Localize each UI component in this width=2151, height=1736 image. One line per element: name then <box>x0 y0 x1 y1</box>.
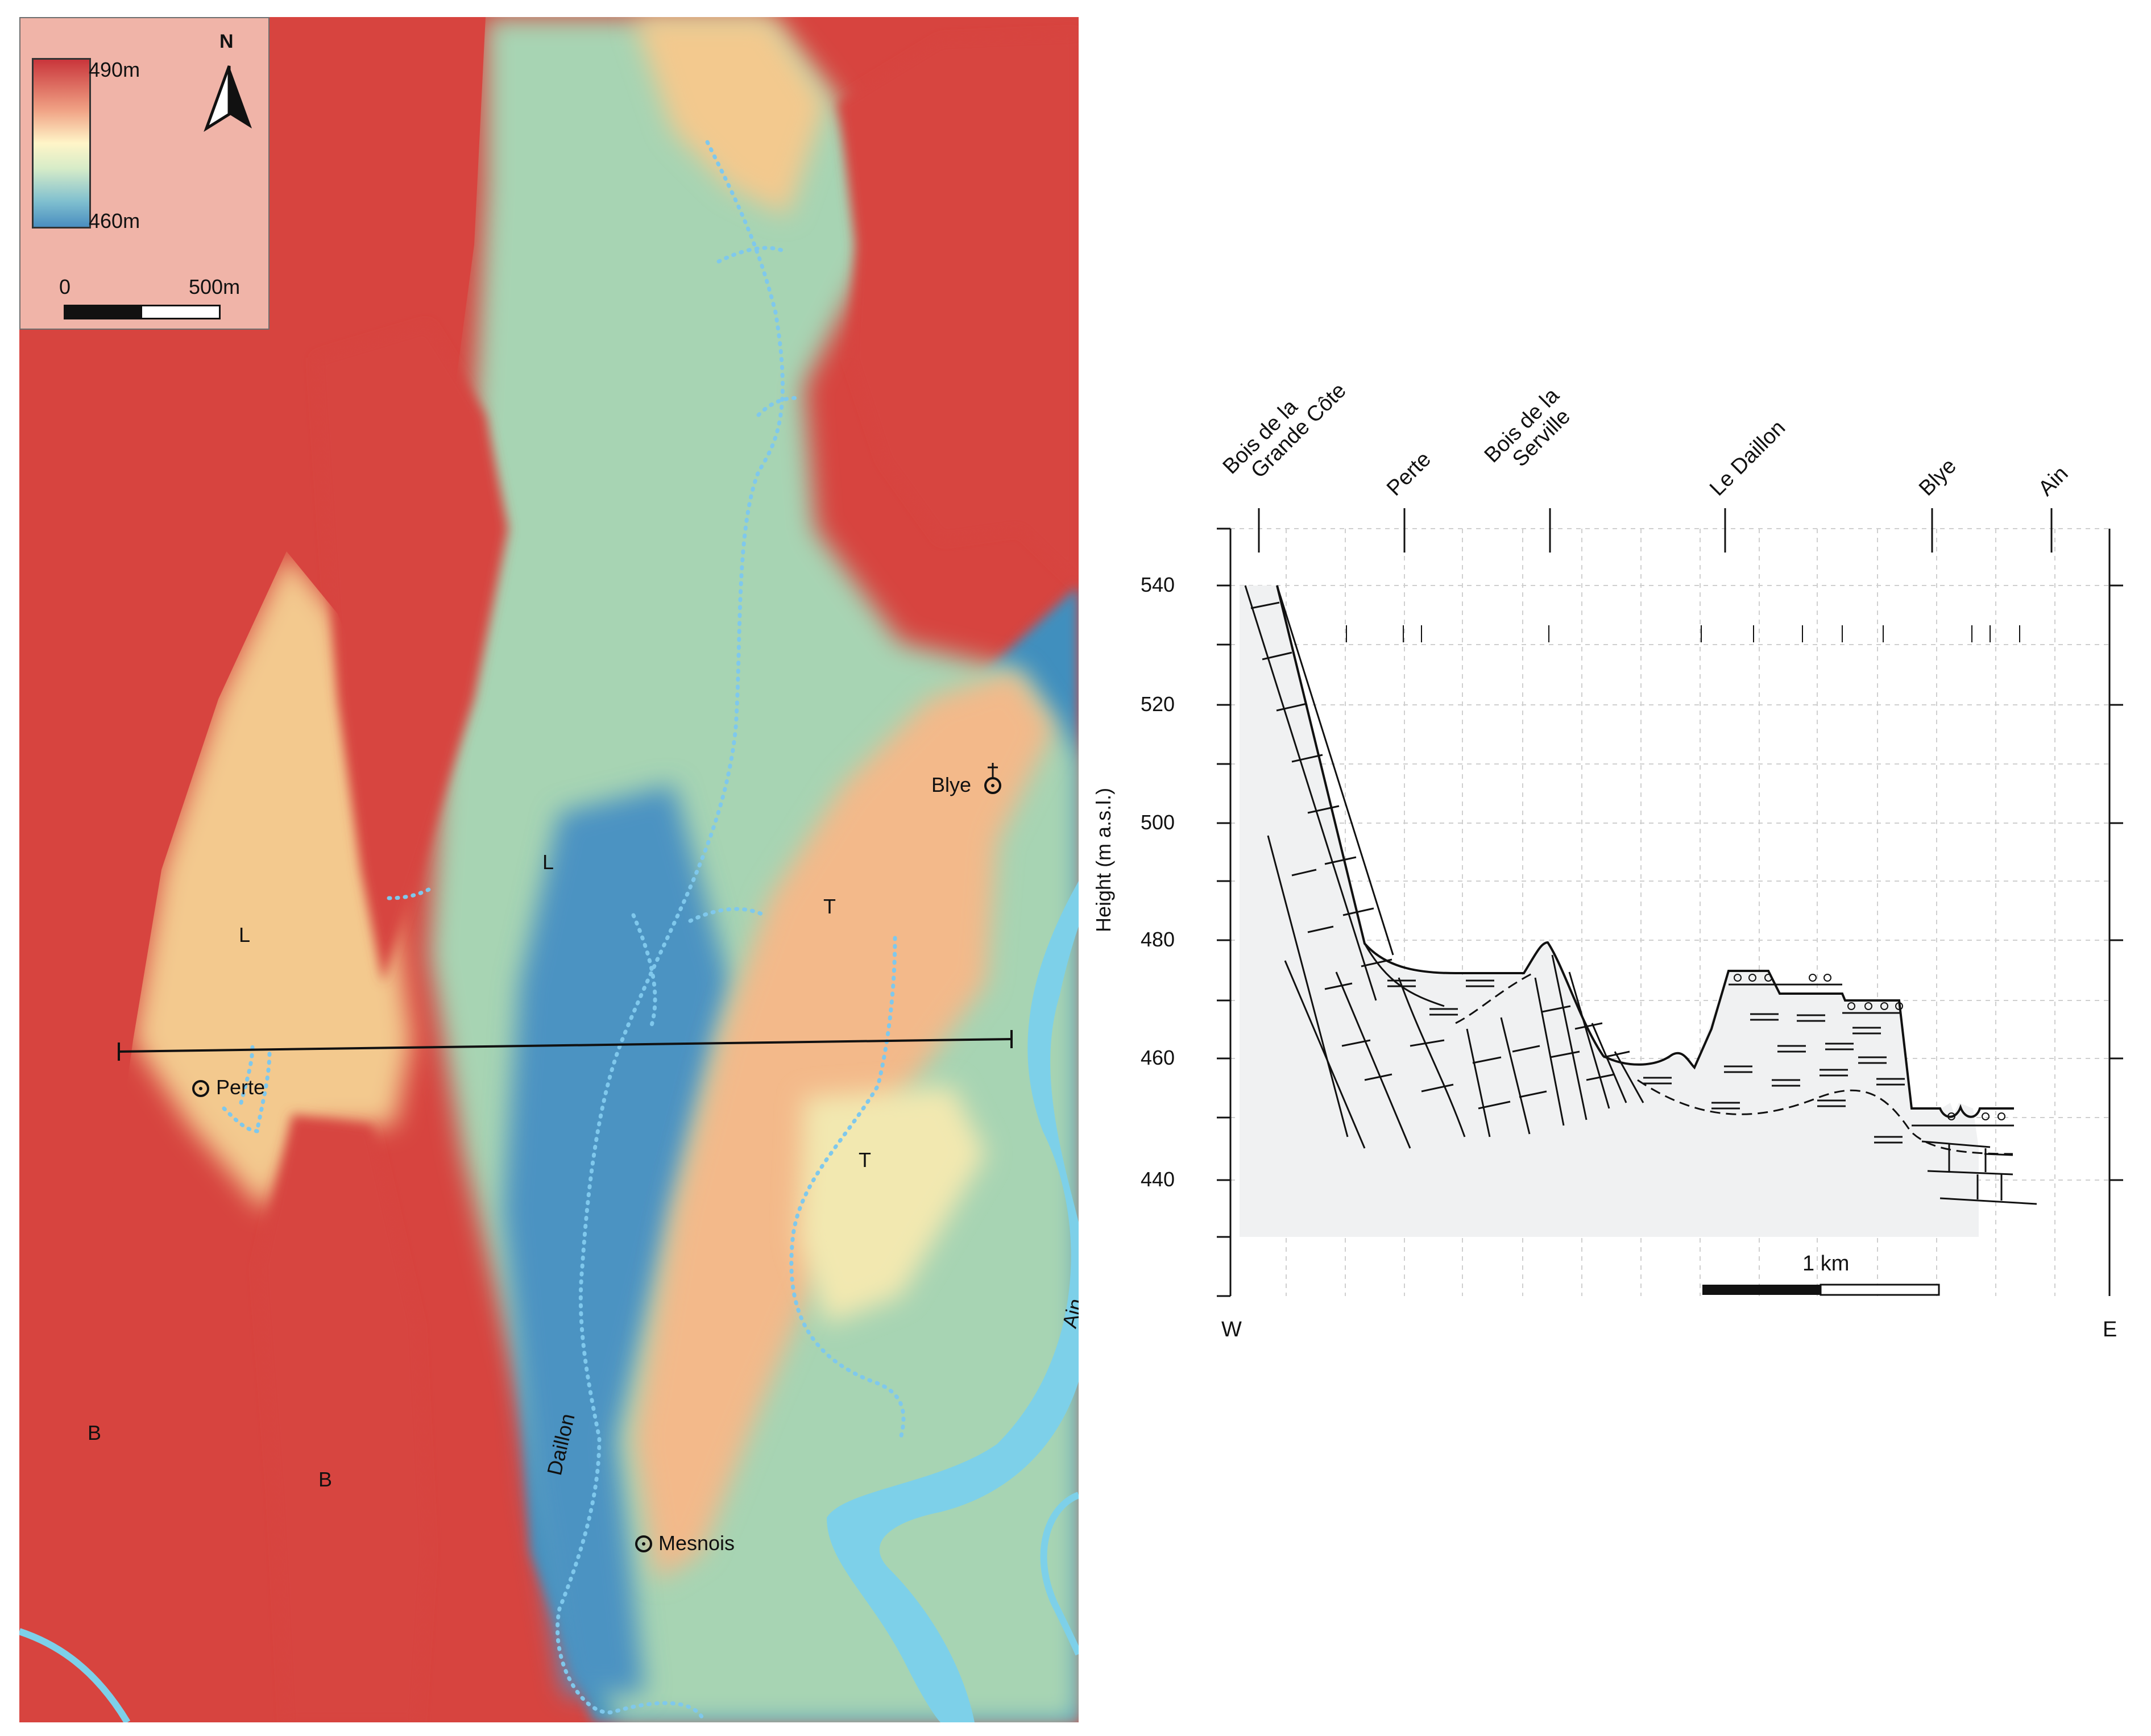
section-scale-label: 1 km <box>1802 1252 1850 1276</box>
terrain-ridge-island <box>315 324 508 983</box>
unit-label-t-east-lower: T <box>859 1148 871 1172</box>
sediment-dashes <box>1387 979 1905 1144</box>
place-label-perte: Perte <box>216 1075 266 1099</box>
cross-section-canvas <box>1217 508 2123 1297</box>
dashed-base <box>1455 971 1536 1024</box>
legend-max-label: 490m <box>89 58 140 81</box>
elevation-map: 490m 460m N 0 500m L L T T B B Blye Pert… <box>19 17 1079 1722</box>
ain-river <box>827 881 1079 1722</box>
west-label: W <box>1221 1318 1242 1342</box>
unit-label-b-west: B <box>88 1421 102 1444</box>
unit-label-l-west: L <box>239 923 251 946</box>
dotted-streams <box>222 140 906 1719</box>
unit-label-t-east-upper: T <box>823 895 836 918</box>
sw-stream <box>19 1628 131 1722</box>
scale-bar <box>64 305 221 319</box>
place-marker-blye <box>984 763 1001 794</box>
terrain-hill-ne <box>838 34 1079 585</box>
terrain-terrace-t-light <box>798 1086 986 1324</box>
legend-min-label: 460m <box>89 209 140 232</box>
unit-label-b-middle: B <box>318 1468 333 1491</box>
north-arrow-icon <box>204 65 252 132</box>
map-legend: 490m 460m N 0 500m <box>19 17 270 330</box>
gravel-symbols <box>1734 974 2005 1120</box>
elevation-ramp <box>32 58 91 229</box>
limestone-beds-west <box>1244 585 1411 1149</box>
y-tick-440: 440 <box>1141 1168 1175 1191</box>
y-tick-520: 520 <box>1141 692 1175 716</box>
east-label: E <box>2103 1318 2117 1342</box>
y-tick-540: 540 <box>1141 573 1175 596</box>
section-body <box>1240 585 1979 1237</box>
scale-start-label: 0 <box>59 275 71 298</box>
sample-markers <box>1346 625 2020 642</box>
scale-end-label: 500m <box>189 275 241 298</box>
site-ticks <box>1258 508 2053 553</box>
place-marker-mesnois <box>635 1535 652 1552</box>
surface-profile <box>1276 585 2014 1118</box>
section-line <box>118 1038 1012 1053</box>
terrain-valley-floor <box>503 784 730 1694</box>
terrain-north-valley <box>633 17 827 216</box>
cross-section: Bois de la Grande Côte Perte Bois de la … <box>1080 341 2138 1364</box>
limestone-beds-serville <box>1398 954 1644 1137</box>
scale-bar-white <box>1820 1284 1940 1296</box>
north-label: N <box>219 31 234 52</box>
place-label-blye: Blye <box>931 773 972 796</box>
y-axis-label: Height (m a.s.l.) <box>1092 787 1115 932</box>
scale-bar-black <box>1702 1285 1821 1295</box>
place-marker-perte <box>192 1080 209 1097</box>
y-tick-480: 480 <box>1141 928 1175 951</box>
place-label-mesnois: Mesnois <box>658 1531 735 1555</box>
bedrock-east <box>1921 1140 2037 1205</box>
unit-label-l-center: L <box>542 850 554 874</box>
buried-channel <box>1637 1079 2013 1155</box>
ain-side-channel <box>1040 1492 1079 1656</box>
elevation-map-canvas <box>19 17 1079 1722</box>
terrain-ridge-b <box>258 1114 429 1722</box>
y-tick-460: 460 <box>1141 1046 1175 1069</box>
y-tick-500: 500 <box>1141 811 1175 834</box>
y-axis-ticks <box>1217 528 2123 1297</box>
